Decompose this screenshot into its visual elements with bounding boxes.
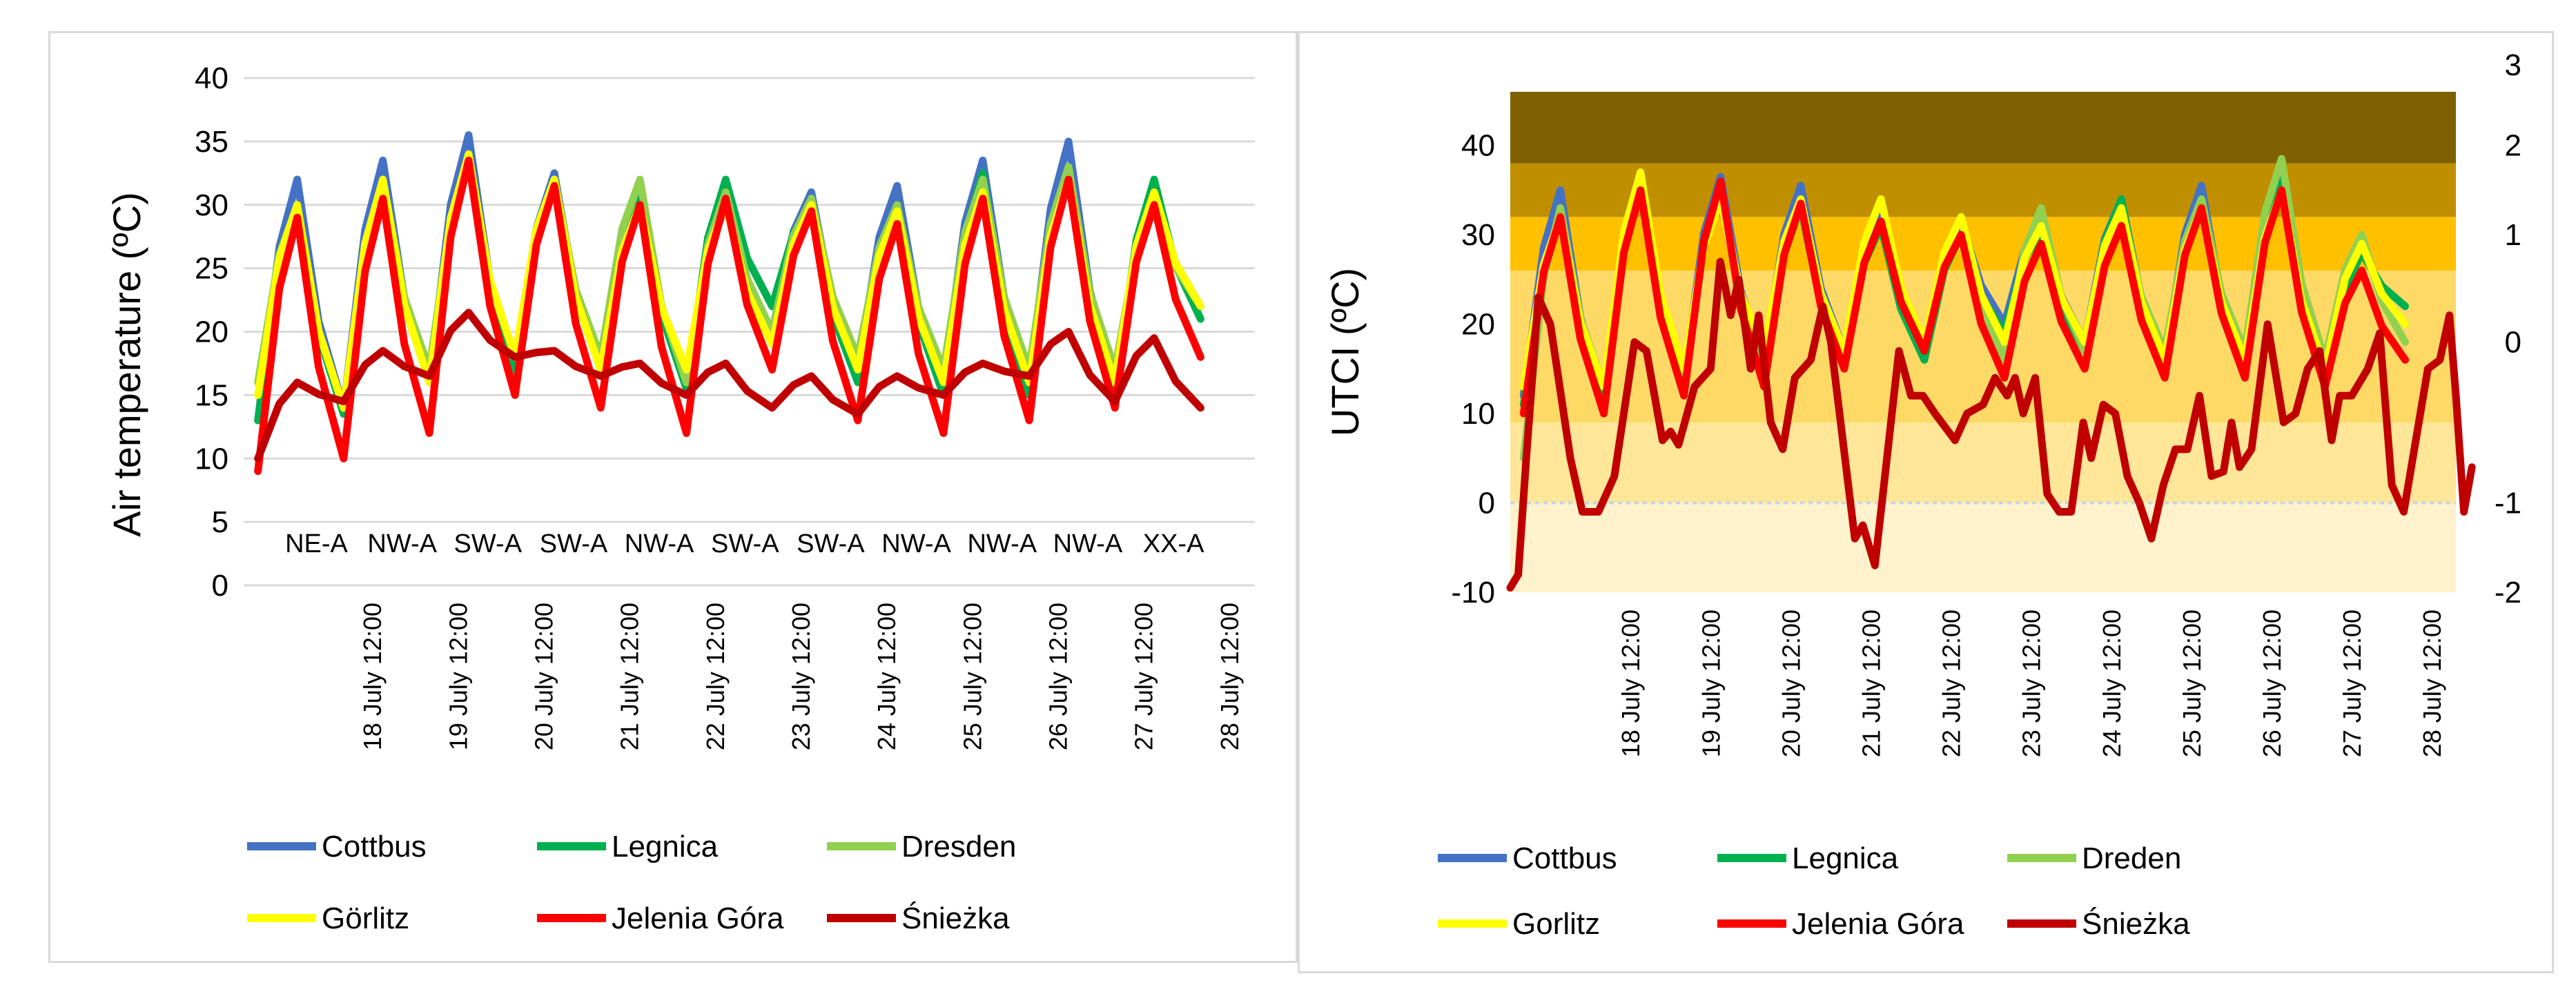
series-line-jelenia-gora [254, 156, 1204, 476]
circulation-type-label: SW-A [540, 529, 608, 558]
series-line-jelenia-gora [1519, 177, 2409, 418]
y2-tick-label: -1 [2495, 487, 2521, 520]
series-line-sniezka [1506, 257, 2476, 592]
x-date-label: 20 July 12:00 [530, 603, 558, 750]
stress-band-extreme-heat-stress [1510, 92, 2456, 164]
legend-label-dresden: Dreden [2082, 841, 2181, 875]
x-date-label: 21 July 12:00 [1857, 610, 1886, 757]
y-tick-label: 20 [1461, 308, 1495, 342]
x-date-label: 28 July 12:00 [2418, 610, 2446, 757]
x-date-label: 27 July 12:00 [1130, 603, 1158, 750]
utci-chart: UTCI (ºC) -10 0 10 20 30 40 -2 -1 0 1 2 3 18 July … [1298, 31, 2554, 973]
y-tick-label: 30 [1461, 218, 1495, 252]
legend-label-dresden: Dresden [901, 830, 1016, 864]
x-date-label: 19 July 12:00 [1697, 610, 1725, 757]
y2-tick-label: 0 [2505, 326, 2521, 360]
y-tick-label: 40 [1461, 129, 1495, 163]
legend-label-gorlitz: Gorlitz [1512, 907, 1600, 941]
x-date-label: 19 July 12:00 [444, 603, 472, 750]
x-date-label: 23 July 12:00 [787, 603, 815, 750]
x-date-label: 20 July 12:00 [1777, 610, 1805, 757]
x-date-label: 28 July 12:00 [1216, 603, 1244, 750]
circulation-type-label: XX-A [1143, 529, 1204, 558]
y2-tick-label: 1 [2505, 218, 2521, 252]
y2-tick-label: 3 [2505, 48, 2521, 82]
circulation-type-label: NW-A [881, 529, 951, 558]
legend-label-jelenia-gora: Jelenia Góra [1792, 907, 1964, 941]
legend-label-gorlitz: Görlitz [322, 902, 409, 935]
y-tick-label: 0 [212, 569, 228, 603]
stress-band-no-thermal-stress [1510, 422, 2456, 503]
x-date-label: 25 July 12:00 [958, 603, 986, 750]
y-axis-title: Air temperature (ºC) [105, 192, 148, 537]
y-tick-label: 20 [195, 315, 228, 349]
y-tick-label: 10 [195, 442, 228, 476]
circulation-type-label: NW-A [625, 529, 694, 558]
circulation-type-label: SW-A [797, 529, 865, 558]
air-temperature-chart-svg: Air temperature (ºC) 0 5 10 15 20 25 30 35 40 NE… [105, 61, 1255, 935]
x-date-label: 23 July 12:00 [2018, 610, 2046, 757]
x-date-label: 25 July 12:00 [2178, 610, 2206, 757]
circulation-type-label: NW-A [1053, 529, 1123, 558]
x-date-label: 18 July 12:00 [1617, 610, 1645, 757]
circulation-type-label: SW-A [711, 529, 779, 558]
y-tick-label: 0 [1479, 487, 1495, 520]
legend-label-legnica: Legnica [1792, 841, 1899, 875]
y2-tick-label: -2 [2495, 576, 2521, 610]
y-tick-label: 15 [195, 378, 228, 412]
x-date-label: 24 July 12:00 [872, 603, 901, 750]
legend-label-sniezka: Śnieżka [901, 900, 1010, 935]
legend-label-cottbus: Cottbus [1512, 841, 1617, 875]
series-line-sniezka [254, 309, 1204, 462]
x-date-label: 27 July 12:00 [2338, 610, 2366, 757]
circulation-type-label: SW-A [454, 529, 523, 558]
x-date-label: 26 July 12:00 [1044, 603, 1072, 750]
y2-tick-label: 2 [2505, 129, 2521, 163]
y-tick-label: 25 [195, 252, 228, 286]
legend-label-cottbus: Cottbus [322, 830, 427, 864]
y-tick-label: 30 [195, 188, 228, 222]
x-date-label: 22 July 12:00 [1938, 610, 1966, 757]
x-date-label: 22 July 12:00 [701, 603, 730, 750]
stress-band-slight-cold-stress [1510, 503, 2456, 592]
y-tick-label: -10 [1451, 576, 1495, 610]
y-tick-label: 35 [195, 125, 228, 159]
legend-label-jelenia-gora: Jelenia Góra [612, 902, 784, 935]
y-tick-label: 5 [212, 505, 228, 539]
y-tick-label: 10 [1461, 397, 1495, 431]
air-temperature-chart: Air temperature (ºC) 0 5 10 15 20 25 30 35 40 NE… [48, 31, 1298, 963]
legend-label-legnica: Legnica [612, 830, 719, 864]
x-date-label: 24 July 12:00 [2098, 610, 2126, 757]
circulation-type-label: NW-A [967, 529, 1037, 558]
x-date-label: 26 July 12:00 [2258, 610, 2286, 757]
y-tick-label: 40 [195, 61, 228, 95]
y-axis-title: UTCI (ºC) [1323, 268, 1367, 436]
circulation-type-label: NW-A [367, 529, 437, 558]
x-date-label: 18 July 12:00 [358, 603, 387, 750]
stress-band-very-strong-heat-stress [1510, 163, 2456, 217]
x-date-label: 21 July 12:00 [616, 603, 644, 750]
legend-label-sniezka: Śnieżka [2082, 906, 2190, 941]
circulation-type-label: NE-A [285, 529, 348, 558]
